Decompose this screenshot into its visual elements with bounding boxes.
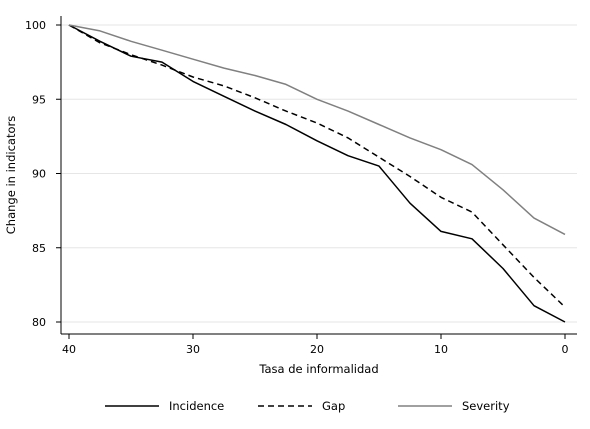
series-line-gap bbox=[68, 24, 566, 308]
y-tick-label-85: 85 bbox=[32, 242, 46, 255]
series-line-incidence bbox=[68, 24, 566, 323]
x-tick-label-40: 40 bbox=[62, 343, 76, 356]
x-tick-label-30: 30 bbox=[186, 343, 200, 356]
series-line-severity bbox=[68, 24, 566, 236]
x-tick-label-10: 10 bbox=[434, 343, 448, 356]
legend-label-severity: Severity bbox=[462, 399, 510, 413]
series-lines bbox=[68, 24, 566, 323]
legend: Incidence Gap Severity bbox=[105, 399, 510, 413]
y-axis-title: Change in indicators bbox=[4, 116, 18, 234]
legend-label-incidence: Incidence bbox=[169, 399, 224, 413]
y-tick-label-90: 90 bbox=[32, 168, 46, 181]
legend-label-gap: Gap bbox=[322, 399, 345, 413]
x-axis-title: Tasa de informalidad bbox=[258, 362, 378, 376]
y-tick-label-95: 95 bbox=[32, 93, 46, 106]
gridlines bbox=[61, 24, 577, 323]
y-tick-label-80: 80 bbox=[32, 316, 46, 329]
x-tick-label-0: 0 bbox=[562, 343, 569, 356]
x-tick-label-20: 20 bbox=[310, 343, 324, 356]
y-tick-label-100: 100 bbox=[25, 19, 46, 32]
